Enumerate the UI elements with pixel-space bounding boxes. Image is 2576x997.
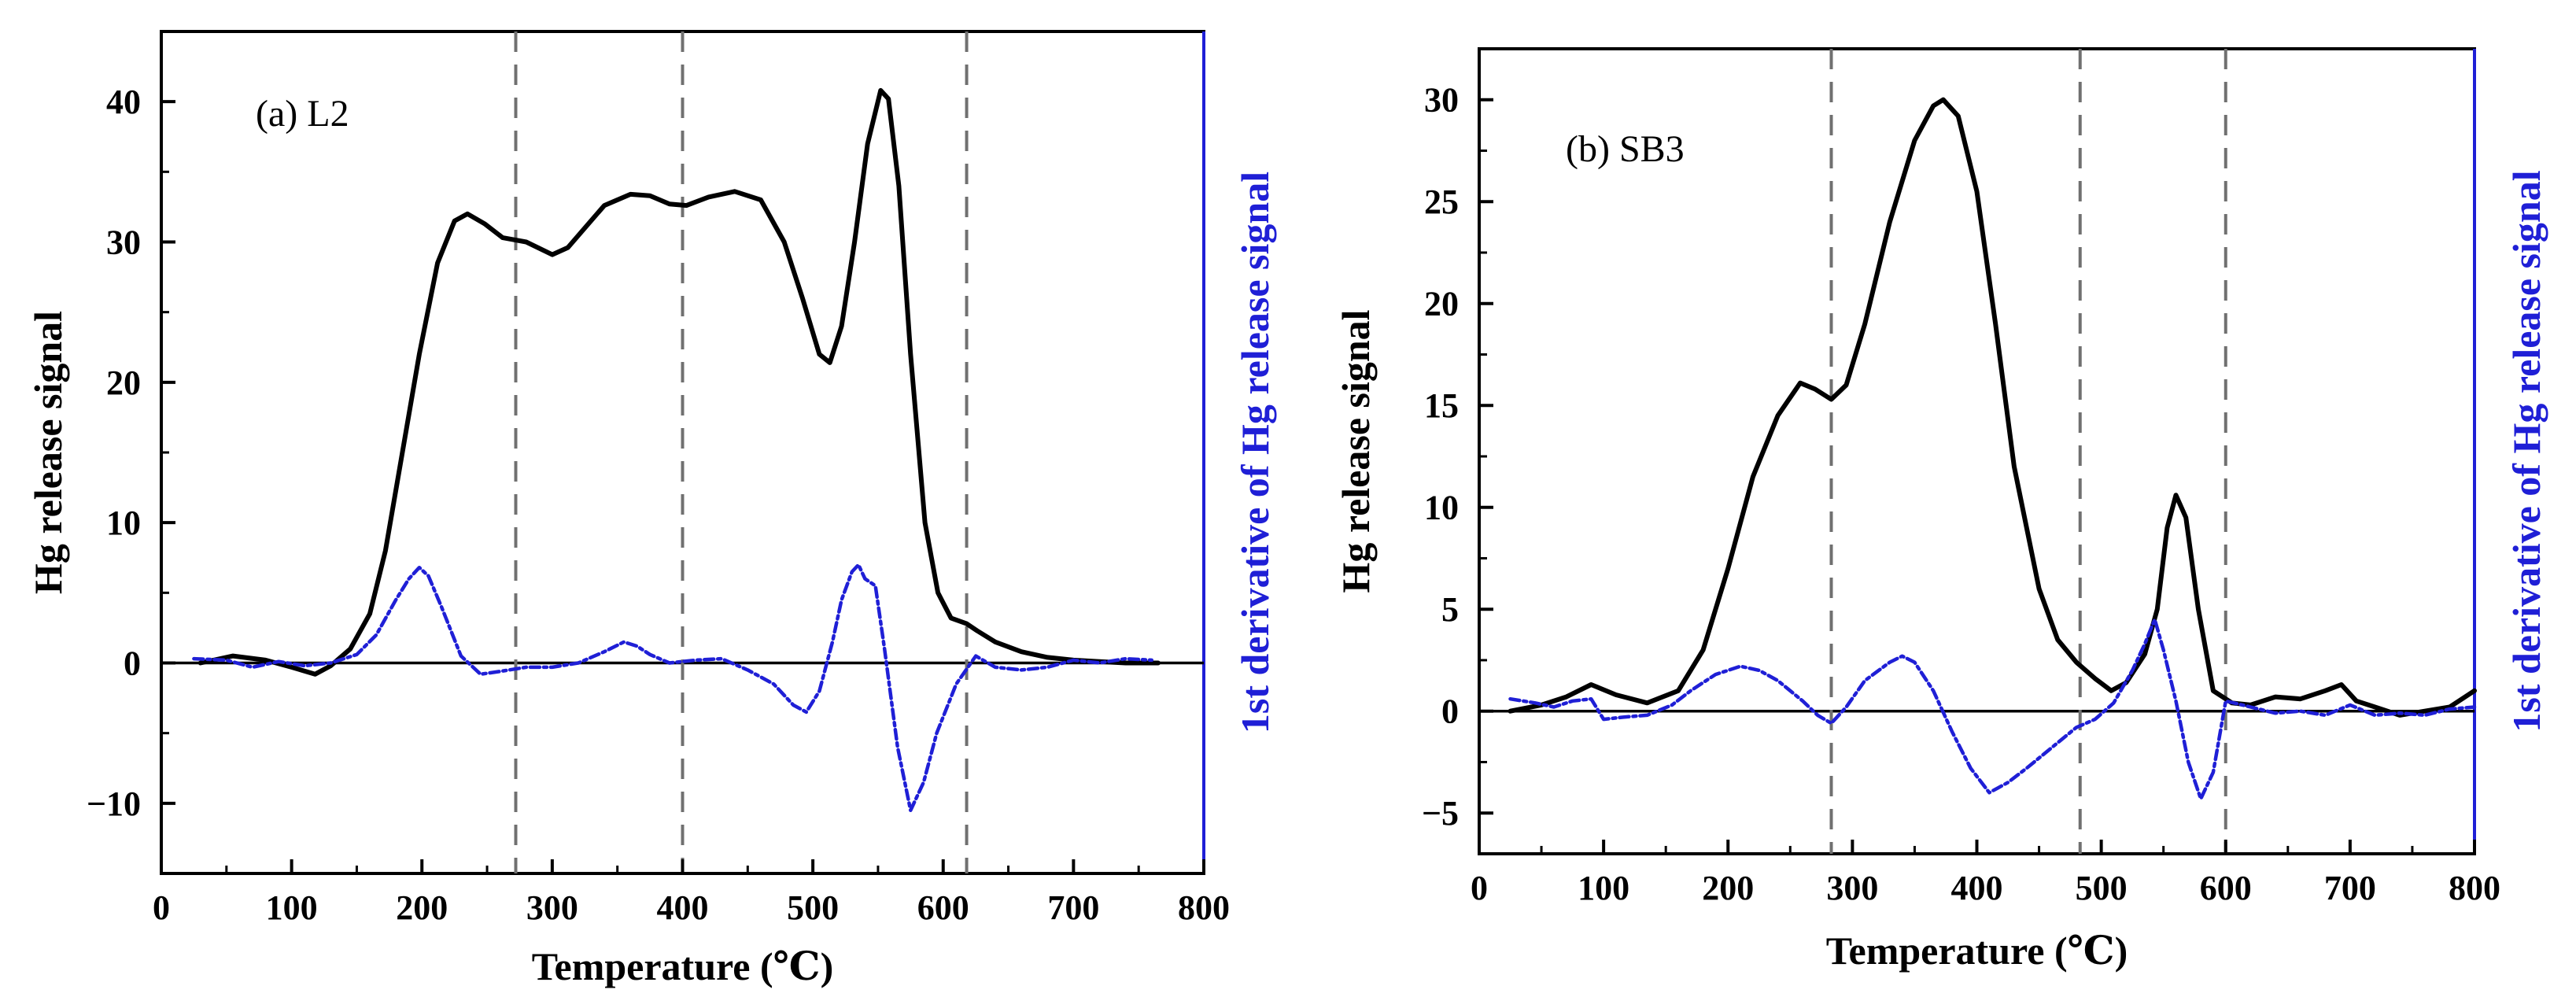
x-tick-label: 400: [657, 888, 709, 927]
y-tick-label: −5: [1422, 794, 1459, 833]
y-axis-title: Hg release signal: [1334, 309, 1378, 593]
x-tick-label: 600: [917, 888, 969, 927]
chart-panel-b: 0 100 200 300 400 500 600 700 800−5051015202530 …: [1334, 47, 2548, 973]
y-tick-label: 20: [106, 364, 141, 402]
y-axis-right-title: 1st derivative of Hg release signal: [2504, 170, 2548, 732]
y-tick-label: 0: [124, 644, 141, 683]
y-tick-label: 15: [1424, 386, 1459, 425]
plot-elements: 0 100 200 300 400 500 600 700 800 −10 0 10 20 30 40: [87, 31, 1230, 927]
x-tick-label: 500: [787, 888, 839, 927]
x-tick-label: 100: [1578, 869, 1629, 907]
x-tick-label: 200: [396, 888, 448, 927]
x-axis-title: Temperature (℃): [1826, 929, 2128, 973]
x-tick-label: 200: [1702, 869, 1754, 907]
y-tick-label: −10: [87, 785, 141, 823]
x-tick-label: 700: [1047, 888, 1099, 927]
y-tick-label: 0: [1441, 692, 1459, 731]
x-axis-title: Temperature (℃): [532, 944, 833, 988]
panel-label: (b) SB3: [1566, 128, 1685, 170]
x-tick-label: 700: [2324, 869, 2376, 907]
signal-series-line: [197, 87, 1161, 677]
x-tick-label: 500: [2076, 869, 2128, 907]
y-tick-label: 30: [106, 223, 141, 262]
y-tick-label: 25: [1424, 183, 1459, 221]
plot-frame: [160, 30, 1205, 875]
chart-panel-a: 0 100 200 300 400 500 600 700 800 −10 0 10 20 30 40 (a…: [26, 30, 1277, 988]
x-tick-label: 600: [2200, 869, 2252, 907]
plot-elements: 0 100 200 300 400 500 600 700 800 −5 0 5 10 15 20 25 30: [1422, 49, 2500, 907]
x-tick-label: 0: [153, 888, 170, 927]
panel-label: (a) L2: [256, 93, 349, 135]
x-tick-label: 300: [1826, 869, 1878, 907]
y-tick-label: 5: [1441, 590, 1459, 629]
derivative-series-line: [192, 563, 1154, 813]
x-tick-label: 800: [2449, 869, 2500, 907]
signal-series-line: [1508, 97, 2477, 718]
x-tick-label: 400: [1951, 869, 2003, 907]
y-axis-right-title: 1st derivative of Hg release signal: [1233, 172, 1277, 733]
x-tick-label: 0: [1471, 869, 1488, 907]
derivative-series-line: [1508, 617, 2477, 801]
x-tick-label: 100: [266, 888, 318, 927]
x-tick-label: 800: [1178, 888, 1230, 927]
y-tick-label: 10: [106, 504, 141, 542]
y-tick-label: 30: [1424, 81, 1459, 120]
x-tick-label: 300: [526, 888, 578, 927]
y-axis-title: Hg release signal: [26, 311, 70, 594]
y-tick-label: 20: [1424, 285, 1459, 323]
y-tick-label: 10: [1424, 489, 1459, 527]
y-tick-label: 40: [106, 83, 141, 121]
